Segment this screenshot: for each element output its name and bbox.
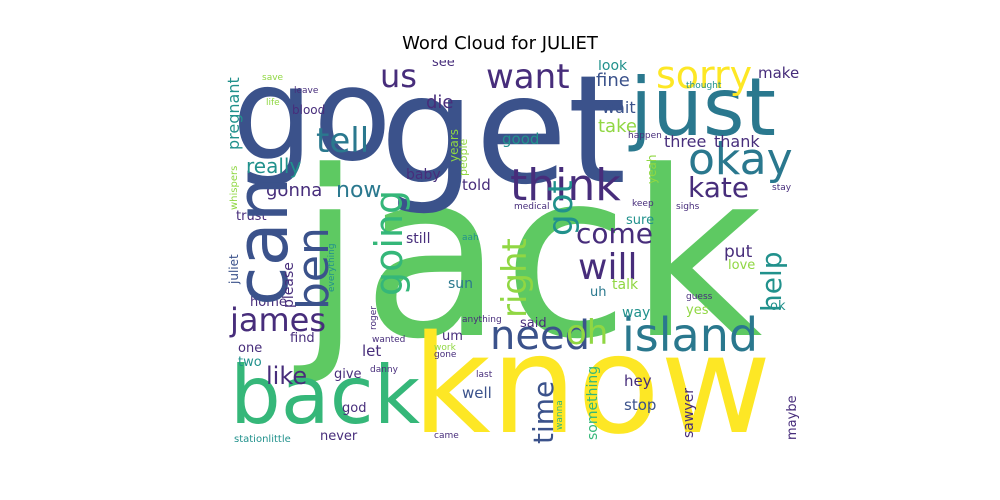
word: um [442, 329, 463, 344]
word: danny [370, 365, 398, 375]
word: get [380, 60, 627, 218]
word: know [412, 307, 772, 450]
word: came [434, 431, 459, 441]
word: said [520, 316, 547, 331]
word: stop [624, 396, 657, 414]
word: baby [406, 167, 441, 183]
word: sorry [656, 60, 753, 97]
word: wanted [372, 335, 406, 345]
word: okay [688, 134, 793, 185]
word: guess [686, 292, 713, 302]
word: look [598, 60, 628, 74]
word: life [266, 98, 280, 108]
word: never [320, 429, 358, 444]
word: hey [624, 372, 652, 390]
word: last [476, 370, 493, 380]
word: talk [612, 277, 639, 293]
word: trust [236, 209, 267, 224]
word: time [527, 380, 560, 444]
word: will [578, 247, 638, 288]
word: sure [626, 213, 655, 228]
word: roger [369, 306, 379, 330]
word-cloud: jack know get go just back island okay t… [212, 60, 802, 450]
word: really [246, 154, 302, 178]
word: now [336, 178, 382, 203]
word: whispers [229, 165, 240, 210]
word: like [266, 362, 308, 390]
word: help [755, 251, 788, 312]
word: two [238, 355, 262, 370]
word: yes [686, 303, 709, 318]
word: leave [294, 86, 319, 96]
word: something [585, 365, 601, 440]
word: yeah [645, 154, 659, 184]
cloud-title: Word Cloud for JULIET [402, 33, 598, 54]
word: jack [298, 123, 763, 390]
word: james [230, 301, 327, 339]
word: three [664, 132, 707, 151]
word: uh [590, 285, 607, 300]
word: just [630, 61, 776, 154]
word: good [502, 130, 540, 148]
word: ok [770, 299, 786, 314]
word: oh [566, 313, 609, 353]
word: told [462, 176, 491, 194]
word: tell [316, 121, 370, 161]
word: got [541, 180, 581, 236]
word: gonna [266, 180, 323, 201]
word: people [457, 138, 470, 176]
word: everything [327, 243, 337, 292]
word: think [510, 160, 621, 211]
word: right [495, 238, 535, 318]
word: wanna [555, 400, 565, 430]
word: give [334, 367, 362, 382]
word: sawyer [681, 388, 697, 438]
word: blood [292, 103, 326, 117]
word: anything [462, 315, 502, 325]
word: save [262, 73, 284, 83]
word: go [232, 60, 392, 190]
word: god [342, 401, 367, 416]
word: maybe [785, 395, 800, 440]
word: sun [448, 276, 474, 292]
word: pregnant [224, 77, 243, 150]
word: stay [772, 183, 792, 193]
word: wait [602, 98, 636, 117]
word: thought [686, 81, 722, 91]
word: let [362, 342, 382, 360]
word: back [230, 349, 421, 442]
word: work [434, 343, 456, 353]
word: want [486, 60, 570, 97]
word: come [576, 217, 654, 250]
word: thank [714, 132, 760, 151]
word: juliet [227, 254, 241, 284]
word: kate [688, 171, 750, 204]
word: going [367, 189, 411, 296]
word: one [238, 341, 263, 356]
word: keep [632, 199, 654, 209]
word: make [758, 64, 800, 82]
word: put [724, 242, 753, 262]
word: gone [434, 350, 457, 360]
word: take [598, 116, 637, 137]
word: fine [596, 70, 630, 91]
word: die [426, 92, 454, 113]
word: love [728, 258, 756, 273]
word: medical [514, 202, 550, 212]
word: happen [628, 131, 662, 141]
word: well [462, 384, 492, 402]
word: aah [462, 233, 479, 243]
word: please [281, 262, 297, 308]
word: sighs [676, 202, 700, 212]
word: see [432, 60, 455, 70]
word: island [622, 308, 759, 362]
word: us [380, 60, 417, 95]
word: stationlittle [234, 434, 291, 445]
word: way [622, 305, 651, 321]
word: need [490, 313, 590, 359]
word: still [406, 231, 431, 247]
word: find [290, 331, 315, 346]
word: home [250, 295, 287, 310]
